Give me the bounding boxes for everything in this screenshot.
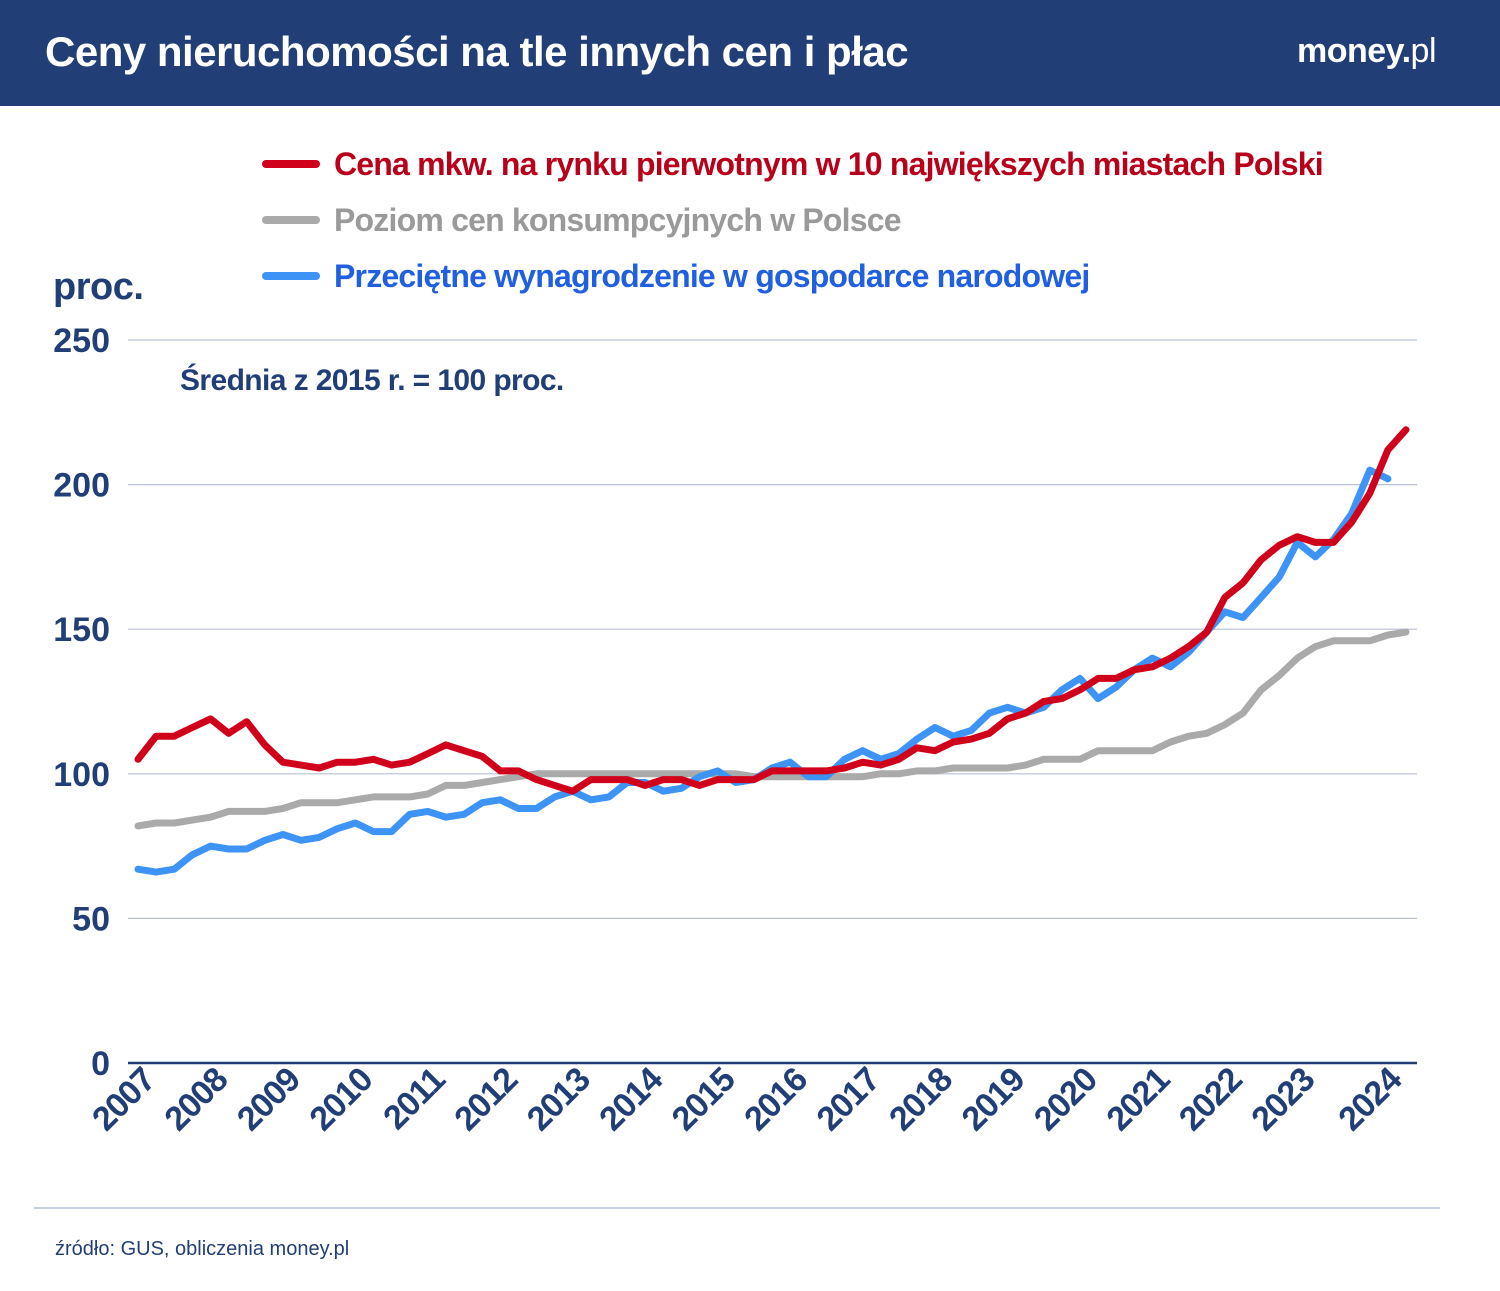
legend-swatch-wages (262, 272, 320, 280)
x-tick-2008: 2008 (157, 1061, 235, 1139)
y-tick-250: 250 (53, 322, 110, 360)
x-tick-2020: 2020 (1027, 1061, 1105, 1139)
chart-note: Średnia z 2015 r. = 100 proc. (180, 364, 564, 397)
grid-lines (128, 339, 1417, 1065)
legend-label-cpi: Poziom cen konsumpcyjnych w Polsce (334, 201, 902, 238)
y-tick-50: 50 (72, 900, 110, 938)
header-bar (0, 0, 1500, 106)
logo-tld: pl (1410, 32, 1437, 70)
y-tick-0: 0 (91, 1045, 110, 1083)
x-tick-2023: 2023 (1244, 1061, 1322, 1139)
x-tick-2010: 2010 (302, 1061, 380, 1139)
legend-swatch-cpi (262, 216, 320, 224)
y-tick-150: 150 (53, 611, 110, 649)
x-tick-labels: 2007200820092010201120122013201420152016… (85, 1060, 1410, 1138)
x-tick-2022: 2022 (1172, 1061, 1250, 1139)
x-tick-2009: 2009 (230, 1061, 308, 1139)
brand-logo: money.pl (1297, 32, 1437, 71)
x-tick-2014: 2014 (592, 1060, 670, 1138)
y-tick-200: 200 (53, 467, 110, 505)
x-tick-2018: 2018 (882, 1061, 960, 1139)
x-tick-2016: 2016 (737, 1061, 815, 1139)
chart-legend: Cena mkw. na rynku pierwotnym w 10 najwi… (262, 136, 1324, 304)
legend-label-wages: Przeciętne wynagrodzenie w gospodarce na… (334, 257, 1090, 294)
y-tick-100: 100 (53, 756, 110, 794)
footer-divider (34, 1207, 1440, 1209)
series-line-1 (134, 628, 1410, 830)
legend-swatch-housing (262, 160, 320, 168)
logo-dot: . (1401, 32, 1411, 70)
x-tick-2013: 2013 (520, 1061, 598, 1139)
page-title: Ceny nieruchomości na tle innych cen i p… (45, 28, 909, 75)
series-lines (134, 426, 1410, 876)
y-tick-labels: 0 50 100 150 200 250 (53, 322, 110, 1083)
x-tick-2024: 2024 (1331, 1060, 1409, 1138)
series-line-2 (134, 466, 1392, 876)
x-tick-2012: 2012 (447, 1061, 525, 1139)
y-axis-label: proc. (53, 266, 144, 308)
legend-item-housing: Cena mkw. na rynku pierwotnym w 10 najwi… (262, 136, 1324, 192)
x-tick-2011: 2011 (376, 1061, 452, 1137)
source-note: źródło: GUS, obliczenia money.pl (55, 1238, 350, 1260)
x-tick-2015: 2015 (665, 1061, 743, 1139)
legend-item-cpi: Poziom cen konsumpcyjnych w Polsce (262, 192, 1323, 248)
logo-name: money (1297, 32, 1402, 70)
legend-label-housing: Cena mkw. na rynku pierwotnym w 10 najwi… (334, 145, 1324, 182)
x-tick-2021: 2021 (1099, 1061, 1177, 1139)
series-line-0 (134, 426, 1410, 795)
x-tick-2017: 2017 (810, 1061, 888, 1139)
legend-item-wages: Przeciętne wynagrodzenie w gospodarce na… (262, 248, 1323, 304)
x-tick-2019: 2019 (954, 1061, 1032, 1139)
